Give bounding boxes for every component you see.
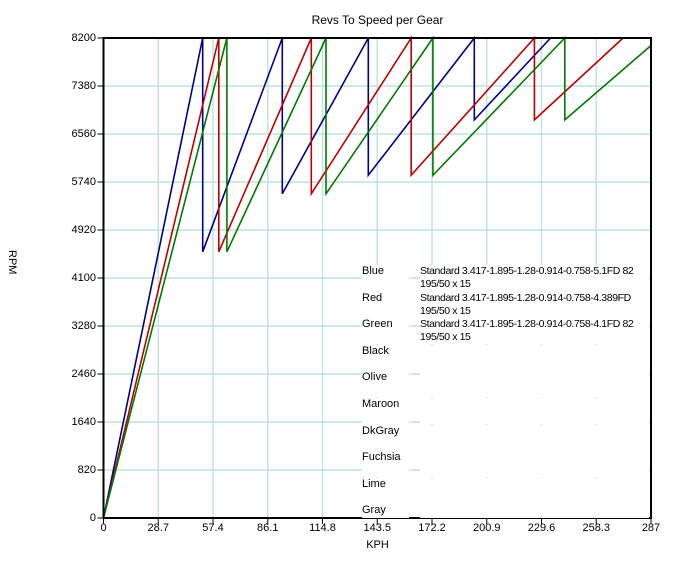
legend-series-description (420, 451, 649, 478)
legend: Blue Standard 3.417-1.895-1.28-0.914-0.75… (362, 265, 651, 518)
legend-series-name: Lime (362, 477, 409, 504)
legend-series-description (420, 504, 649, 518)
x-tick-label: 0 (100, 522, 107, 534)
x-tick-label: 172.2 (418, 522, 446, 534)
y-tick-label: 0 (89, 511, 96, 524)
legend-series-description: Standard 3.417-1.895-1.28-0.914-0.758-4.… (420, 291, 649, 318)
legend-row: Red Standard 3.417-1.895-1.28-0.914-0.758… (362, 291, 651, 319)
legend-series-name: Fuchsia (362, 451, 409, 478)
legend-series-name: Maroon (362, 398, 409, 424)
y-tick-label: 6560 (71, 127, 96, 140)
x-tick-label: 114.8 (309, 522, 336, 534)
legend-row: Maroon (362, 398, 651, 425)
y-tick-label: 4100 (71, 271, 96, 284)
legend-series-name: Green (362, 318, 409, 345)
x-tick-label: 258.3 (582, 522, 611, 534)
x-tick-label: 28.7 (147, 522, 169, 534)
series-line-green (102, 35, 652, 519)
legend-row: DkGray (362, 424, 651, 452)
y-tick-label: 8200 (71, 31, 96, 44)
legend-series-name: Black (362, 344, 409, 371)
legend-row: Fuchsia (362, 451, 651, 478)
x-tick-label: 287 (641, 522, 661, 534)
legend-series-name: DkGray (362, 424, 409, 451)
legend-series-description: Standard 3.417-1.895-1.28-0.914-0.758-4.… (420, 318, 649, 345)
y-tick-label: 3280 (71, 319, 96, 332)
legend-row: Olive (362, 371, 651, 398)
legend-series-name: Olive (362, 371, 409, 398)
legend-series-description (420, 371, 649, 398)
y-tick-label: 820 (77, 463, 96, 476)
legend-row: Gray (362, 504, 651, 518)
legend-series-description: Standard 3.417-1.895-1.28-0.914-0.758-5.… (420, 265, 649, 291)
y-tick-label: 2460 (71, 367, 96, 380)
x-tick-label: 57.4 (202, 522, 224, 534)
legend-series-name: Red (362, 291, 409, 318)
y-tick-label: 7380 (71, 79, 96, 92)
series-line-red (102, 35, 624, 519)
x-axis-title: KPH (366, 539, 389, 551)
x-tick-label: 229.6 (527, 522, 556, 534)
plot-border (102, 37, 652, 519)
legend-row: Blue Standard 3.417-1.895-1.28-0.914-0.75… (362, 265, 651, 292)
legend-series-description (420, 477, 649, 504)
x-tick-label: 143.5 (363, 522, 392, 534)
x-tick-label: 200.9 (472, 522, 501, 534)
y-axis-title: RPM (6, 250, 18, 275)
y-tick-label: 5740 (71, 175, 96, 188)
legend-row: Black (362, 344, 651, 372)
chart-title: Revs To Speed per Gear (311, 13, 444, 27)
legend-series-name: Blue (362, 265, 409, 291)
legend-series-description (420, 424, 649, 451)
legend-series-description (420, 344, 649, 371)
x-tick-label: 86.1 (257, 522, 279, 534)
y-tick-label: 4920 (71, 223, 96, 236)
legend-row: Lime (362, 477, 651, 505)
legend-series-name: Gray (362, 504, 409, 518)
legend-row: Green Standard 3.417-1.895-1.28-0.914-0.7… (362, 318, 651, 345)
y-tick-label: 1640 (71, 415, 96, 428)
legend-series-description (420, 398, 649, 424)
